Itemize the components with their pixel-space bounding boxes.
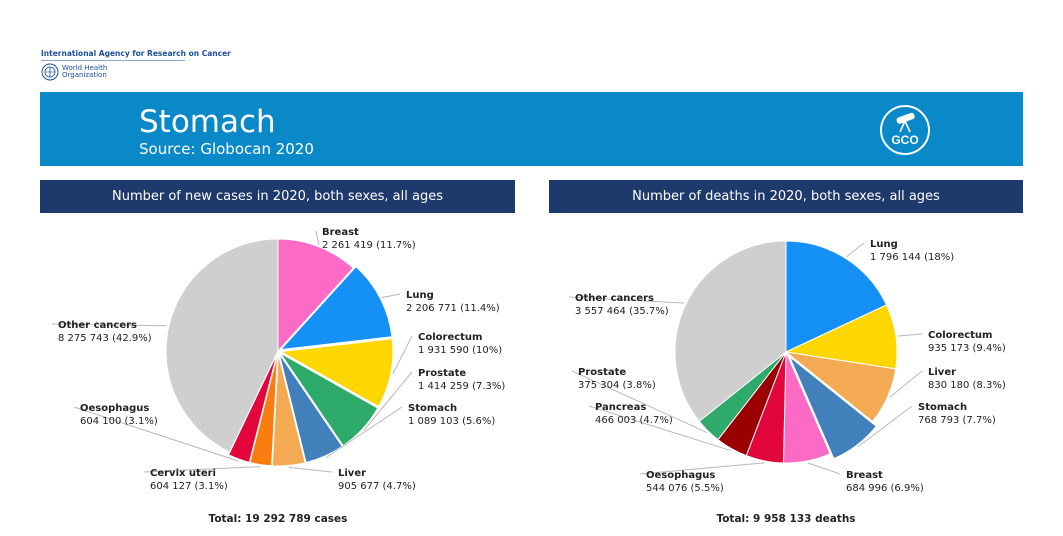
leader-line-lung: [381, 293, 401, 298]
chart-total-2: Total: 9 958 133 deaths: [716, 513, 855, 525]
slice-label-other-cancers: Other cancers: [575, 293, 654, 304]
slice-cervix-uteri[interactable]: [249, 353, 279, 467]
leader-line-prostate: [363, 371, 413, 431]
leader-line-colorectum: [897, 333, 923, 337]
slice-value-stomach: 768 793 (7.7%): [918, 415, 996, 426]
leader-line-breast: [315, 230, 320, 245]
slice-value-oesophagus: 544 076 (5.5%): [646, 483, 724, 494]
telescope-icon: [896, 112, 915, 133]
page-title: Stomach: [139, 104, 276, 140]
slice-value-prostate: 375 304 (3.8%): [578, 380, 656, 391]
chart-total-1: Total: 19 292 789 cases: [209, 513, 348, 525]
slice-value-breast: 684 996 (6.9%): [846, 483, 924, 494]
leader-line-stomach: [857, 405, 913, 447]
leader-line-colorectum: [392, 335, 413, 375]
slice-label-oesophagus: Oesophagus: [646, 470, 715, 481]
slice-label-lung: Lung: [870, 239, 898, 250]
leader-line-oesophagus: [73, 406, 239, 462]
slice-label-prostate: Prostate: [418, 368, 466, 379]
leader-line-prostate: [571, 370, 707, 433]
panel-title-mortality: Number of deaths in 2020, both sexes, al…: [549, 180, 1023, 213]
slice-label-stomach: Stomach: [918, 402, 967, 413]
slice-value-other-cancers: 3 557 464 (35.7%): [575, 306, 669, 317]
slice-value-liver: 905 677 (4.7%): [338, 481, 416, 492]
leader-line-other-cancers: [568, 296, 685, 304]
who-line1: World Health: [62, 63, 108, 72]
slice-value-other-cancers: 8 275 743 (42.9%): [58, 333, 152, 344]
slice-lung[interactable]: [785, 240, 888, 353]
slice-label-liver: Liver: [338, 468, 366, 479]
slice-value-oesophagus: 604 100 (3.1%): [80, 416, 158, 427]
slice-label-oesophagus: Oesophagus: [80, 403, 149, 414]
leader-line-cervix-uteri: [143, 466, 261, 473]
who-line2: Organization: [62, 71, 107, 79]
slice-liver[interactable]: [271, 353, 306, 467]
slice-label-lung: Lung: [406, 290, 434, 301]
slice-value-liver: 830 180 (8.3%): [928, 380, 1006, 391]
title-banner: Stomach Source: Globocan 2020 GCO: [40, 92, 1023, 166]
gco-logo: GCO: [880, 105, 930, 155]
leader-line-other-cancers: [51, 323, 167, 327]
slice-label-colorectum: Colorectum: [928, 330, 992, 341]
slice-value-lung: 1 796 144 (18%): [870, 252, 954, 263]
slice-label-other-cancers: Other cancers: [58, 320, 137, 331]
gco-logo-text: GCO: [891, 133, 918, 147]
slice-label-prostate: Prostate: [578, 367, 626, 378]
slice-label-liver: Liver: [928, 367, 956, 378]
pie-chart-2: Lung 1 796 144 (18%) Colorectum 935 173 (9.…: [568, 239, 1006, 525]
page-subtitle: Source: Globocan 2020: [139, 140, 314, 158]
slice-other-cancers[interactable]: [674, 240, 787, 422]
pie-chart-1: Breast 2 261 419 (11.7%) Lung 2 206 771 (11…: [51, 227, 505, 525]
org-divider: [41, 60, 185, 61]
leader-line-liver: [889, 370, 923, 398]
slice-value-prostate: 1 414 259 (7.3%): [418, 381, 505, 392]
slice-label-colorectum: Colorectum: [418, 332, 482, 343]
slice-value-colorectum: 1 931 590 (10%): [418, 345, 502, 356]
slice-label-stomach: Stomach: [408, 403, 457, 414]
slice-colorectum[interactable]: [279, 338, 394, 408]
slice-value-stomach: 1 089 103 (5.6%): [408, 416, 495, 427]
slice-value-cervix-uteri: 604 127 (3.1%): [150, 481, 228, 492]
slice-value-lung: 2 206 771 (11.4%): [406, 303, 500, 314]
slice-stomach[interactable]: [789, 356, 877, 460]
who-emblem-icon: [41, 63, 59, 81]
slice-label-cervix-uteri: Cervix uteri: [150, 468, 216, 479]
slice-value-breast: 2 261 419 (11.7%): [322, 240, 416, 251]
slice-value-colorectum: 935 173 (9.4%): [928, 343, 1006, 354]
slice-lung[interactable]: [279, 265, 393, 351]
slice-liver[interactable]: [784, 351, 897, 423]
leader-line-oesophagus: [639, 462, 765, 475]
panel-title-incidence: Number of new cases in 2020, both sexes,…: [40, 180, 515, 213]
iarc-name: International Agency for Research on Can…: [41, 49, 231, 58]
leader-line-breast: [807, 462, 841, 475]
leader-line-stomach: [325, 406, 403, 459]
slice-label-pancreas: Pancreas: [595, 402, 646, 413]
slice-value-pancreas: 466 003 (4.7%): [595, 415, 673, 426]
leader-line-lung: [846, 242, 865, 258]
slice-oesophagus[interactable]: [227, 353, 278, 463]
slice-breast[interactable]: [277, 238, 354, 353]
leader-line-liver: [288, 466, 333, 473]
who-text: World Health Organization: [62, 63, 108, 80]
who-logo: World Health Organization: [41, 63, 107, 81]
slice-other-cancers[interactable]: [165, 238, 279, 453]
slice-label-breast: Breast: [846, 470, 883, 481]
slice-label-breast: Breast: [322, 227, 359, 238]
leader-line-pancreas: [588, 405, 731, 451]
